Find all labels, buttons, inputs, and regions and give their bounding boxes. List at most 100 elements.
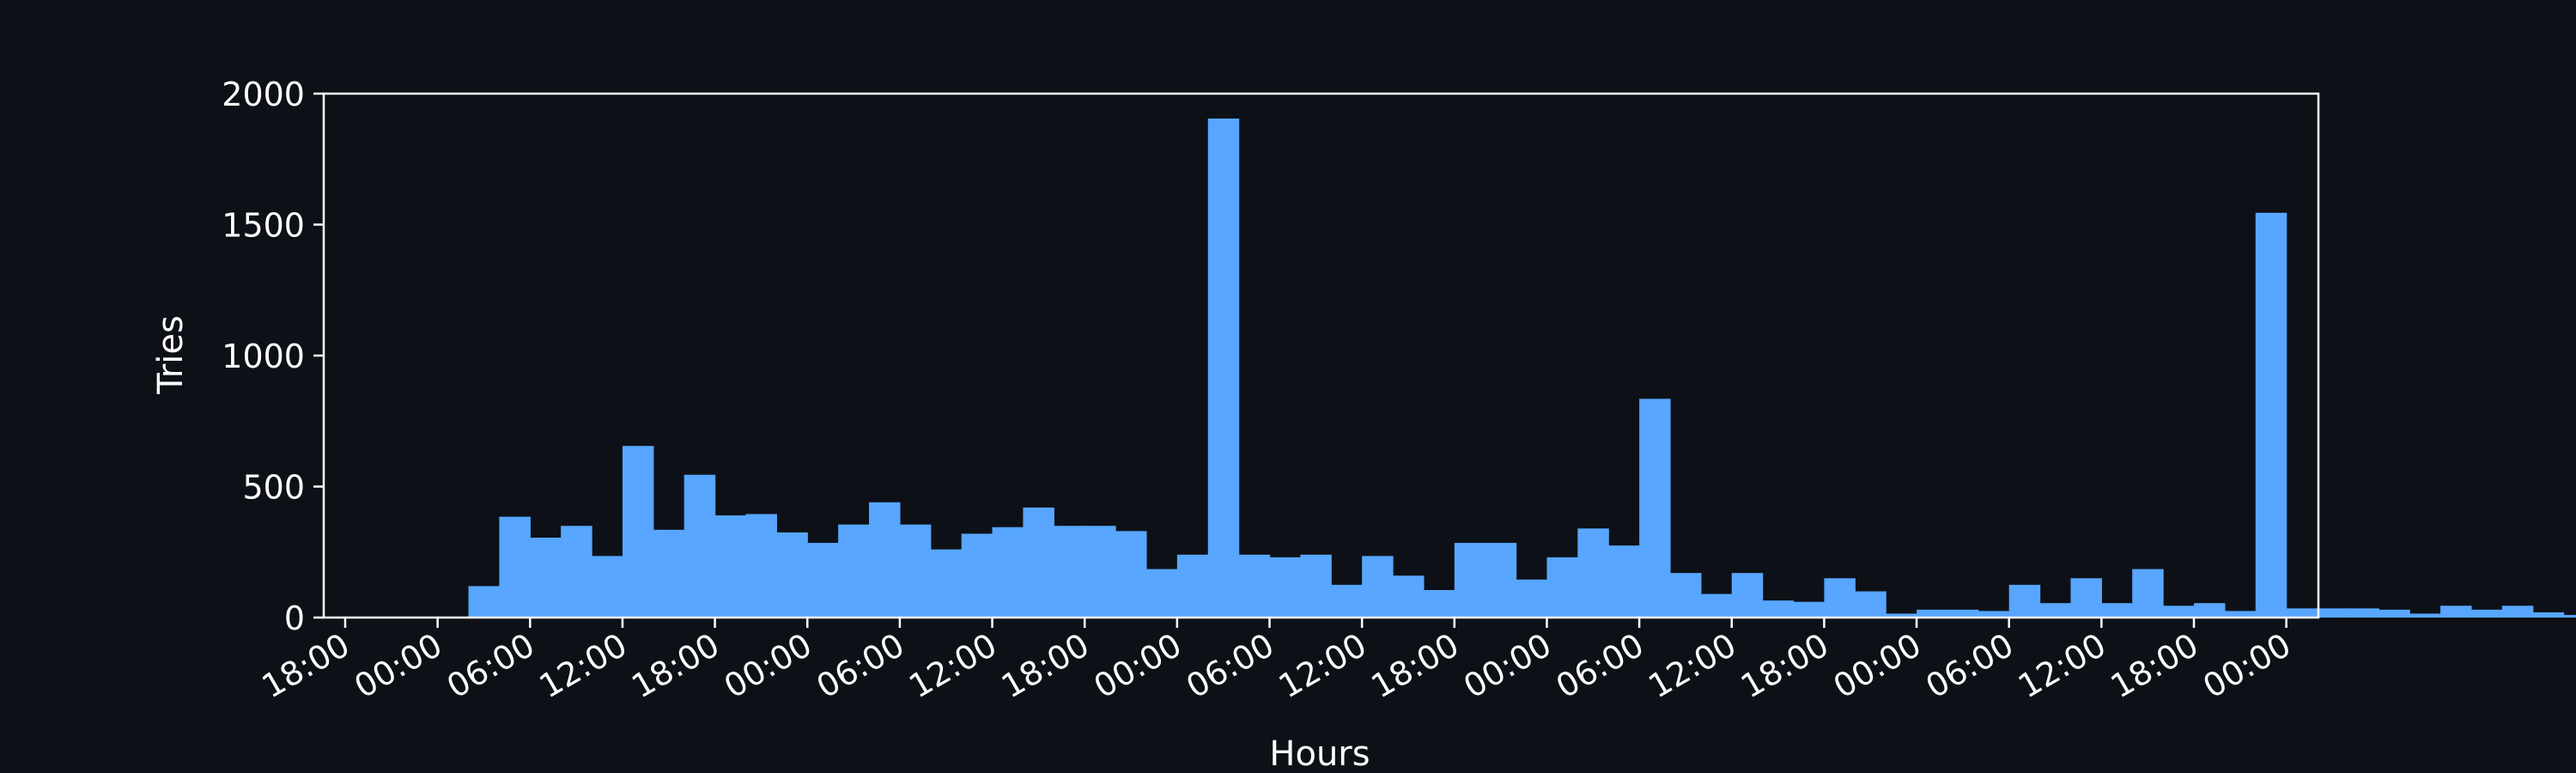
x-tick-label: 06:00 (1919, 626, 2020, 706)
bar (1978, 611, 2010, 618)
x-tick-label: 00:00 (1088, 626, 1188, 706)
x-tick-label: 06:00 (811, 626, 911, 706)
bar (2224, 611, 2257, 618)
bar (838, 524, 870, 618)
bar (499, 516, 531, 618)
bar (1054, 526, 1085, 618)
bar (1331, 584, 1363, 618)
x-tick-label: 06:00 (1180, 626, 1280, 706)
bar (2163, 606, 2195, 618)
bar (468, 586, 501, 618)
bar (1669, 573, 1702, 618)
x-tick-label: 12:00 (902, 626, 1003, 706)
bar (592, 556, 623, 618)
x-tick-label: 00:00 (718, 626, 818, 706)
bar (683, 474, 716, 618)
bar (1947, 609, 1979, 618)
x-tick-label: 12:00 (2012, 626, 2112, 706)
bar (1577, 528, 1609, 618)
y-tick-label: 1000 (222, 338, 305, 375)
bar (992, 526, 1024, 618)
bar (2532, 612, 2565, 618)
bar (1516, 579, 1548, 618)
bar (1917, 609, 1948, 618)
bar (1300, 554, 1332, 618)
y-axis: 0 500 1000 1500 2000 (222, 76, 324, 637)
bar (1269, 557, 1301, 618)
y-tick-label: 0 (284, 600, 305, 637)
bar (2379, 609, 2410, 618)
x-tick-label: 18:00 (1364, 626, 1465, 706)
bar (622, 446, 654, 618)
x-tick-label: 12:00 (533, 626, 634, 706)
x-tick-label: 18:00 (256, 626, 356, 706)
bar (2101, 603, 2133, 618)
bar (2317, 608, 2349, 618)
x-tick-label: 12:00 (1273, 626, 1373, 706)
bar (869, 502, 901, 618)
bar (2132, 569, 2164, 618)
bar (561, 526, 592, 618)
bar (1454, 543, 1486, 618)
bar (1639, 399, 1671, 618)
bar (2501, 606, 2534, 618)
bar (2286, 608, 2318, 618)
x-tick-label: 00:00 (348, 626, 448, 706)
bar (2070, 578, 2102, 618)
bar (1238, 554, 1271, 618)
bar (1886, 613, 1917, 618)
bar (1700, 593, 1733, 618)
bar (2008, 584, 2041, 618)
y-axis-label: Tries (151, 315, 191, 395)
x-tick-label: 00:00 (1457, 626, 1558, 706)
x-axis-label: Hours (1269, 734, 1370, 773)
bar (1023, 507, 1054, 618)
bar (2409, 613, 2441, 618)
bar (2563, 614, 2576, 618)
bar (1793, 601, 1825, 618)
bar (1608, 545, 1640, 618)
bar (1485, 543, 1517, 618)
bar (1084, 526, 1116, 618)
bar (807, 543, 839, 618)
bar (2255, 212, 2287, 618)
y-tick-label: 2000 (222, 76, 305, 113)
bar (2039, 603, 2072, 618)
bar (1731, 573, 1764, 618)
bar (2348, 608, 2379, 618)
bar (1824, 578, 1856, 618)
y-tick-label: 1500 (222, 207, 305, 245)
bar (1176, 554, 1209, 618)
bar (776, 532, 808, 618)
bar (1115, 531, 1147, 618)
bar (2470, 609, 2503, 618)
x-tick-label: 06:00 (440, 626, 541, 706)
bar (1145, 569, 1178, 618)
x-tick-label: 00:00 (2196, 626, 2297, 706)
bar (1423, 589, 1455, 618)
y-tick-label: 500 (242, 469, 305, 507)
x-tick-label: 00:00 (1827, 626, 1928, 706)
x-tick-label: 18:00 (2105, 626, 2205, 706)
bar (930, 549, 963, 618)
bar (899, 524, 932, 618)
bar (1362, 556, 1394, 618)
bar (714, 515, 747, 618)
x-tick-label: 18:00 (995, 626, 1096, 706)
bar (1207, 118, 1240, 618)
x-tick-label: 12:00 (1642, 626, 1742, 706)
x-tick-label: 06:00 (1550, 626, 1650, 706)
bar (1393, 575, 1425, 618)
bar (530, 537, 562, 618)
bar (1546, 557, 1578, 618)
x-tick-label: 18:00 (1735, 626, 1835, 706)
x-axis: 18:0000:0006:0012:0018:0000:0006:0012:00… (256, 618, 2297, 706)
bar-series (468, 118, 2576, 618)
bar (1855, 591, 1886, 618)
x-tick-label: 18:00 (625, 626, 726, 706)
bar (653, 529, 685, 618)
bar (2194, 603, 2226, 618)
bar (1762, 600, 1795, 618)
bar (2440, 606, 2472, 618)
